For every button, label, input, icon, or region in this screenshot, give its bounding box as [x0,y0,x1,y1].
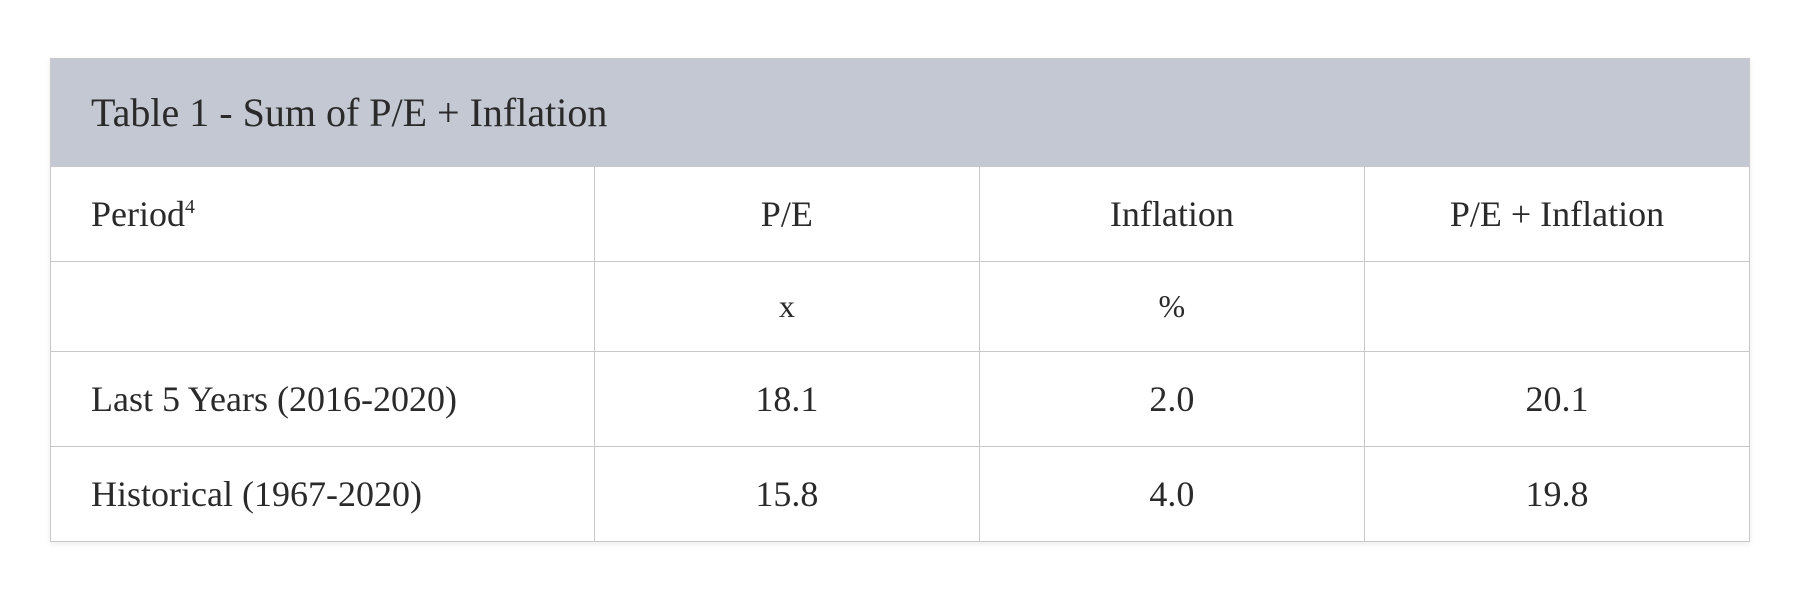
header-row: Period4 P/E Inflation P/E + Inflation [51,167,1750,262]
cell-pe: 15.8 [594,447,979,542]
cell-sum: 19.8 [1364,447,1749,542]
cell-inflation: 2.0 [979,352,1364,447]
table-row: Last 5 Years (2016-2020) 18.1 2.0 20.1 [51,352,1750,447]
cell-sum: 20.1 [1364,352,1749,447]
unit-period [51,262,595,352]
col-header-pe: P/E [594,167,979,262]
data-table: Table 1 - Sum of P/E + Inflation Period4… [50,58,1750,542]
cell-pe: 18.1 [594,352,979,447]
unit-pe: x [594,262,979,352]
unit-inflation: % [979,262,1364,352]
cell-period: Last 5 Years (2016-2020) [51,352,595,447]
pe-inflation-table: Table 1 - Sum of P/E + Inflation Period4… [50,58,1750,542]
unit-row: x % [51,262,1750,352]
table-row: Historical (1967-2020) 15.8 4.0 19.8 [51,447,1750,542]
title-row: Table 1 - Sum of P/E + Inflation [51,59,1750,167]
table-title: Table 1 - Sum of P/E + Inflation [51,59,1750,167]
col-header-period-text: Period [91,194,185,234]
footnote-marker: 4 [185,196,195,218]
col-header-inflation: Inflation [979,167,1364,262]
col-header-sum: P/E + Inflation [1364,167,1749,262]
unit-sum [1364,262,1749,352]
col-header-period: Period4 [51,167,595,262]
cell-period: Historical (1967-2020) [51,447,595,542]
cell-inflation: 4.0 [979,447,1364,542]
